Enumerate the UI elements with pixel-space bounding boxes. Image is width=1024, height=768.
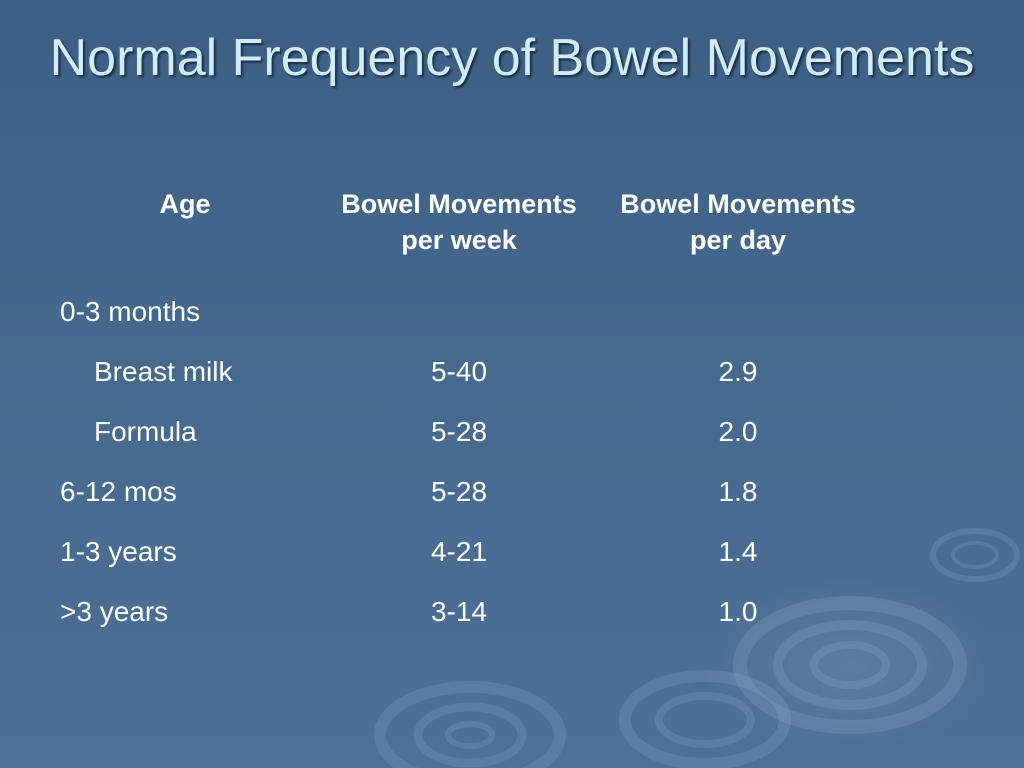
per-day-cell: 1.0 <box>718 596 758 627</box>
per-week-cell: 5-40 <box>430 356 488 387</box>
table-row: 1-3 years 4-21 1.4 <box>60 534 940 570</box>
per-day-cell: 1.4 <box>718 536 758 567</box>
table-row: Breast milk 5-40 2.9 <box>60 354 940 390</box>
per-week-cell: 3-14 <box>430 596 488 627</box>
per-week-cell: 5-28 <box>430 476 488 507</box>
per-day-cell: 2.0 <box>718 416 758 447</box>
age-cell: Breast milk <box>94 356 233 387</box>
slide-title: Normal Frequency of Bowel Movements <box>49 29 975 87</box>
table-row: 6-12 mos 5-28 1.8 <box>60 474 940 510</box>
table-row: 0-3 months <box>60 294 940 330</box>
table-row: Formula 5-28 2.0 <box>60 414 940 450</box>
per-day-cell: 1.8 <box>718 476 758 507</box>
header-per-week: Bowel Movements per week <box>341 189 577 255</box>
table-row: >3 years 3-14 1.0 <box>60 594 940 630</box>
age-cell: 1-3 years <box>60 536 177 567</box>
per-week-cell: 5-28 <box>430 416 488 447</box>
header-age: Age <box>159 189 211 219</box>
age-cell: 0-3 months <box>60 296 201 327</box>
age-cell: 6-12 mos <box>60 476 177 507</box>
age-cell: >3 years <box>60 596 169 627</box>
header-per-day: Bowel Movements per day <box>620 189 856 255</box>
per-week-cell: 4-21 <box>430 536 488 567</box>
per-day-cell: 2.9 <box>718 356 758 387</box>
age-cell: Formula <box>94 416 197 447</box>
